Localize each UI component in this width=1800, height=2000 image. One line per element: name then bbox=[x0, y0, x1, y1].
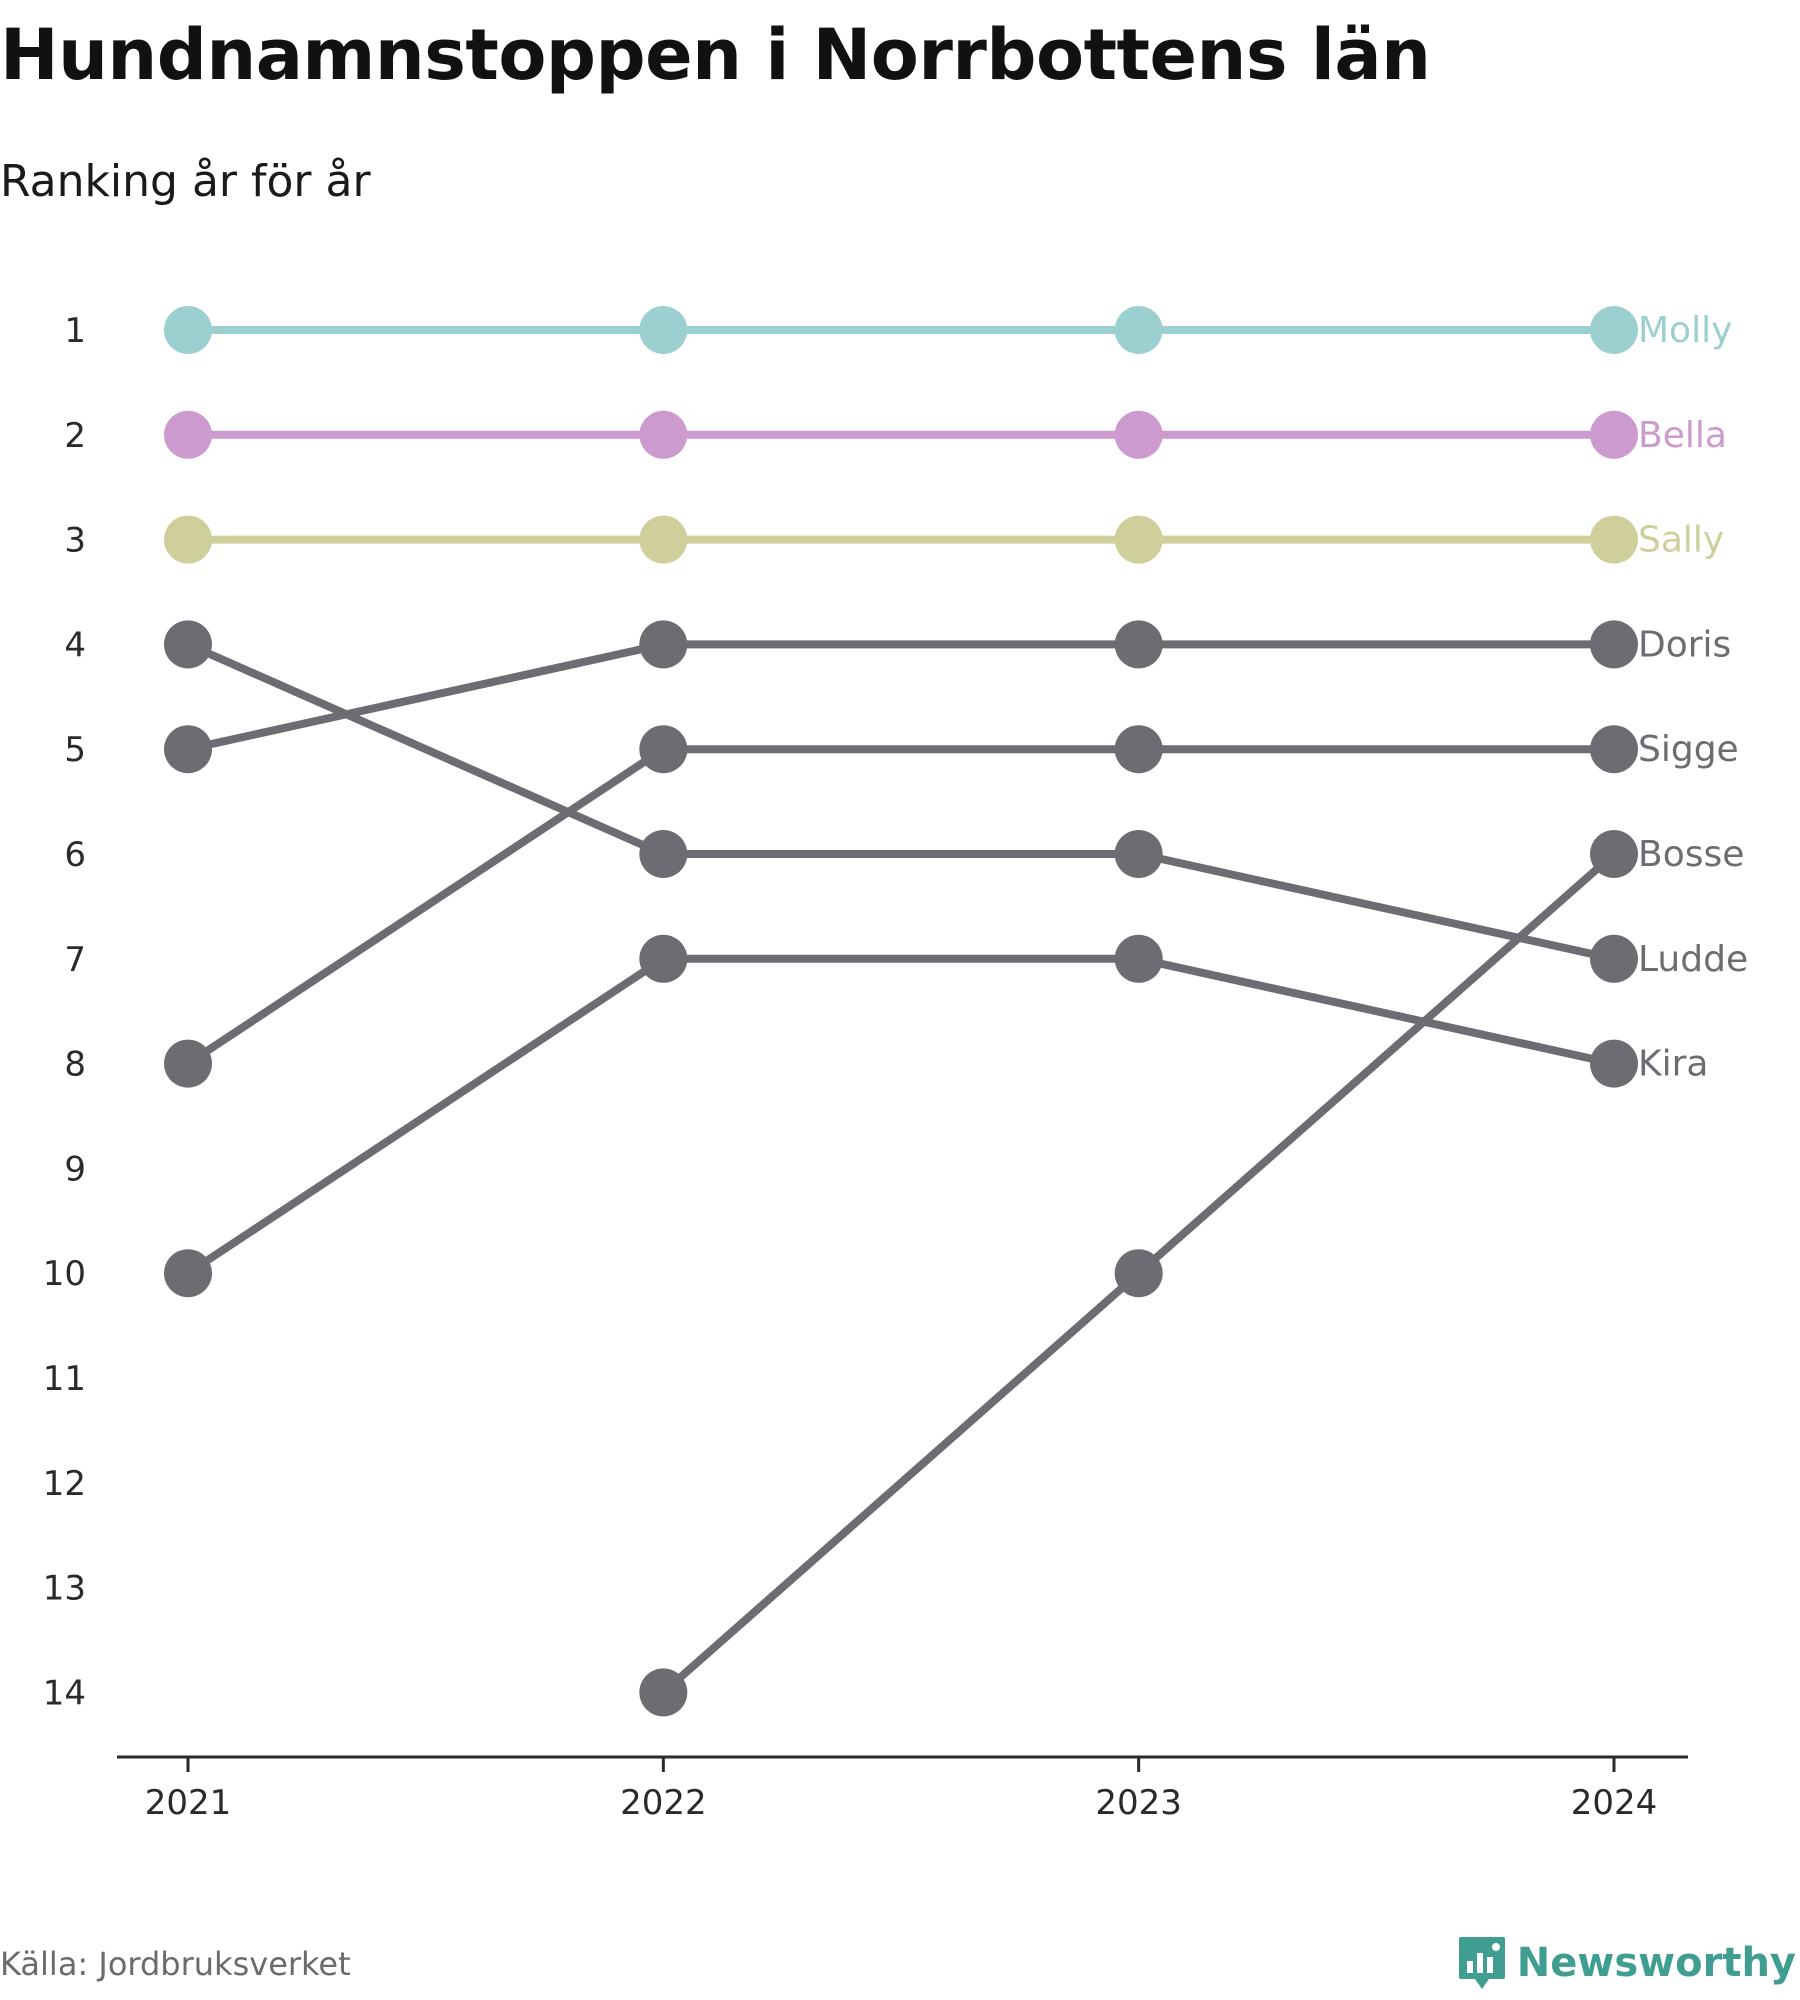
x-tick-label: 2022 bbox=[620, 1783, 707, 1823]
series-points bbox=[164, 306, 1638, 1717]
source-note: Källa: Jordbruksverket bbox=[0, 1945, 351, 1983]
data-point-sigge bbox=[1590, 725, 1638, 774]
y-tick-label: 7 bbox=[64, 940, 86, 980]
y-tick-label: 5 bbox=[64, 730, 86, 770]
series-end-labels: Molly Bella Sally Doris Sigge Bosse Ludde Kira bbox=[1638, 310, 1748, 1085]
data-point-kira bbox=[164, 1249, 212, 1298]
data-point-ludde bbox=[1590, 934, 1638, 983]
data-point-doris bbox=[1590, 620, 1638, 669]
data-point-sally bbox=[164, 515, 212, 564]
x-axis-ticks: 2021 2022 2023 2024 bbox=[145, 1757, 1658, 1823]
y-tick-label: 4 bbox=[64, 625, 86, 665]
y-tick-label: 3 bbox=[64, 521, 86, 561]
data-point-molly bbox=[639, 306, 688, 354]
y-tick-label: 12 bbox=[43, 1464, 86, 1504]
series-lines bbox=[185, 326, 1617, 1696]
data-point-kira bbox=[639, 934, 688, 983]
y-tick-label: 2 bbox=[64, 416, 86, 456]
series-label-sigge: Sigge bbox=[1638, 729, 1739, 770]
brand-name: Newsworthy bbox=[1516, 1940, 1796, 1986]
data-point-kira bbox=[1590, 1039, 1638, 1088]
data-point-molly bbox=[1114, 306, 1163, 354]
data-point-sigge bbox=[1114, 725, 1163, 774]
y-tick-label: 1 bbox=[64, 311, 86, 351]
data-point-doris bbox=[164, 725, 212, 774]
newsworthy-logo-icon bbox=[1458, 1937, 1505, 1989]
y-tick-label: 9 bbox=[64, 1149, 86, 1189]
y-tick-label: 11 bbox=[43, 1359, 86, 1399]
chart-subtitle: Ranking år för år bbox=[0, 156, 371, 207]
data-point-bosse bbox=[639, 1668, 688, 1717]
series-label-sally: Sally bbox=[1638, 520, 1724, 561]
data-point-sigge bbox=[639, 725, 688, 774]
data-point-bosse bbox=[1114, 1249, 1163, 1298]
x-tick-label: 2021 bbox=[145, 1783, 232, 1823]
data-point-ludde bbox=[639, 830, 688, 878]
data-point-bella bbox=[1590, 410, 1638, 459]
x-tick-label: 2024 bbox=[1571, 1783, 1658, 1823]
series-line-sigge bbox=[185, 745, 1614, 1067]
series-line-doris bbox=[187, 640, 1614, 754]
series-line-ludde bbox=[186, 640, 1615, 963]
series-label-bella: Bella bbox=[1638, 415, 1727, 456]
data-point-sally bbox=[1114, 515, 1163, 564]
data-point-doris bbox=[639, 620, 688, 669]
series-line-kira bbox=[185, 954, 1615, 1277]
data-point-bella bbox=[1114, 410, 1163, 459]
y-tick-label: 6 bbox=[64, 835, 86, 875]
data-point-molly bbox=[1590, 306, 1638, 354]
y-tick-label: 14 bbox=[43, 1673, 86, 1713]
data-point-ludde bbox=[1114, 830, 1163, 878]
brand-logo: Newsworthy bbox=[1457, 1935, 1796, 1991]
data-point-bosse bbox=[1590, 830, 1638, 878]
series-label-molly: Molly bbox=[1638, 310, 1732, 351]
data-point-bella bbox=[164, 410, 212, 459]
series-label-ludde: Ludde bbox=[1638, 939, 1748, 980]
series-label-bosse: Bosse bbox=[1638, 834, 1744, 875]
data-point-molly bbox=[164, 306, 212, 354]
y-tick-label: 8 bbox=[64, 1045, 86, 1085]
data-point-sally bbox=[639, 515, 688, 564]
data-point-kira bbox=[1114, 934, 1163, 983]
data-point-ludde bbox=[164, 620, 212, 669]
data-point-doris bbox=[1114, 620, 1163, 669]
series-label-kira: Kira bbox=[1638, 1044, 1708, 1085]
x-tick-label: 2023 bbox=[1095, 1783, 1182, 1823]
data-point-bella bbox=[639, 410, 688, 459]
series-label-doris: Doris bbox=[1638, 624, 1731, 665]
data-point-sigge bbox=[164, 1039, 212, 1088]
y-tick-label: 13 bbox=[43, 1569, 86, 1609]
data-point-sally bbox=[1590, 515, 1638, 564]
y-tick-label: 10 bbox=[43, 1254, 86, 1294]
chart-title: Hundnamnstoppen i Norrbottens län bbox=[0, 14, 1431, 96]
